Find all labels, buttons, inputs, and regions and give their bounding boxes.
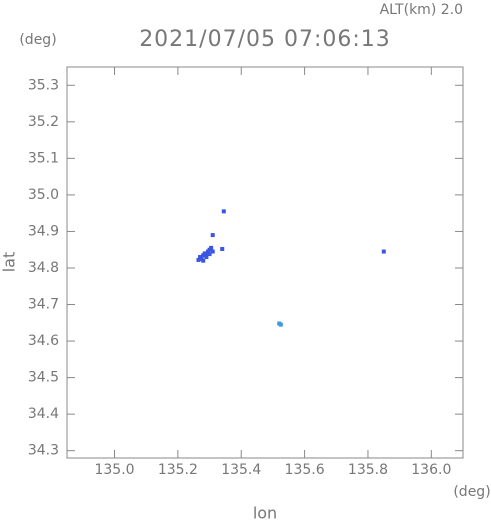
y-tick-label: 34.8 (28, 260, 59, 276)
echo-point (221, 209, 226, 214)
y-tick-label: 34.9 (28, 223, 59, 239)
y-unit: (deg) (19, 32, 56, 48)
y-tick-label: 35.2 (28, 114, 59, 130)
echo-point (210, 249, 215, 254)
y-tick-label: 35.1 (28, 150, 59, 166)
x-tick-label: 135.8 (348, 462, 388, 478)
altitude-label: ALT(km) 2.0 (380, 2, 463, 18)
chart-title: 2021/07/05 07:06:13 (139, 27, 391, 52)
x-tick-label: 135.6 (285, 462, 325, 478)
x-unit: (deg) (453, 484, 490, 500)
echo-point (220, 246, 225, 251)
y-tick-label: 35.0 (28, 187, 59, 203)
y-tick-label: 34.7 (28, 297, 59, 313)
x-tick-label: 135.0 (94, 462, 134, 478)
x-tick-label: 136.0 (411, 462, 451, 478)
echo-point (210, 233, 215, 238)
y-tick-label: 34.4 (28, 406, 59, 422)
echo-point (381, 249, 386, 254)
y-tick-label: 34.6 (28, 333, 59, 349)
echo-point (209, 245, 214, 250)
echo-point (196, 257, 201, 262)
echo-point (207, 252, 212, 257)
y-axis-label: lat (0, 252, 19, 273)
y-tick-label: 35.3 (28, 77, 59, 93)
y-tick-label: 34.5 (28, 370, 59, 386)
x-tick-label: 135.4 (221, 462, 261, 478)
echo-point (278, 322, 283, 327)
echo-point (201, 258, 206, 263)
x-tick-label: 135.2 (158, 462, 198, 478)
plot-frame (66, 66, 464, 459)
echo-point (204, 252, 209, 257)
echo-point (204, 255, 209, 260)
y-tick-label: 34.3 (28, 443, 59, 459)
x-axis-label: lon (253, 504, 277, 521)
